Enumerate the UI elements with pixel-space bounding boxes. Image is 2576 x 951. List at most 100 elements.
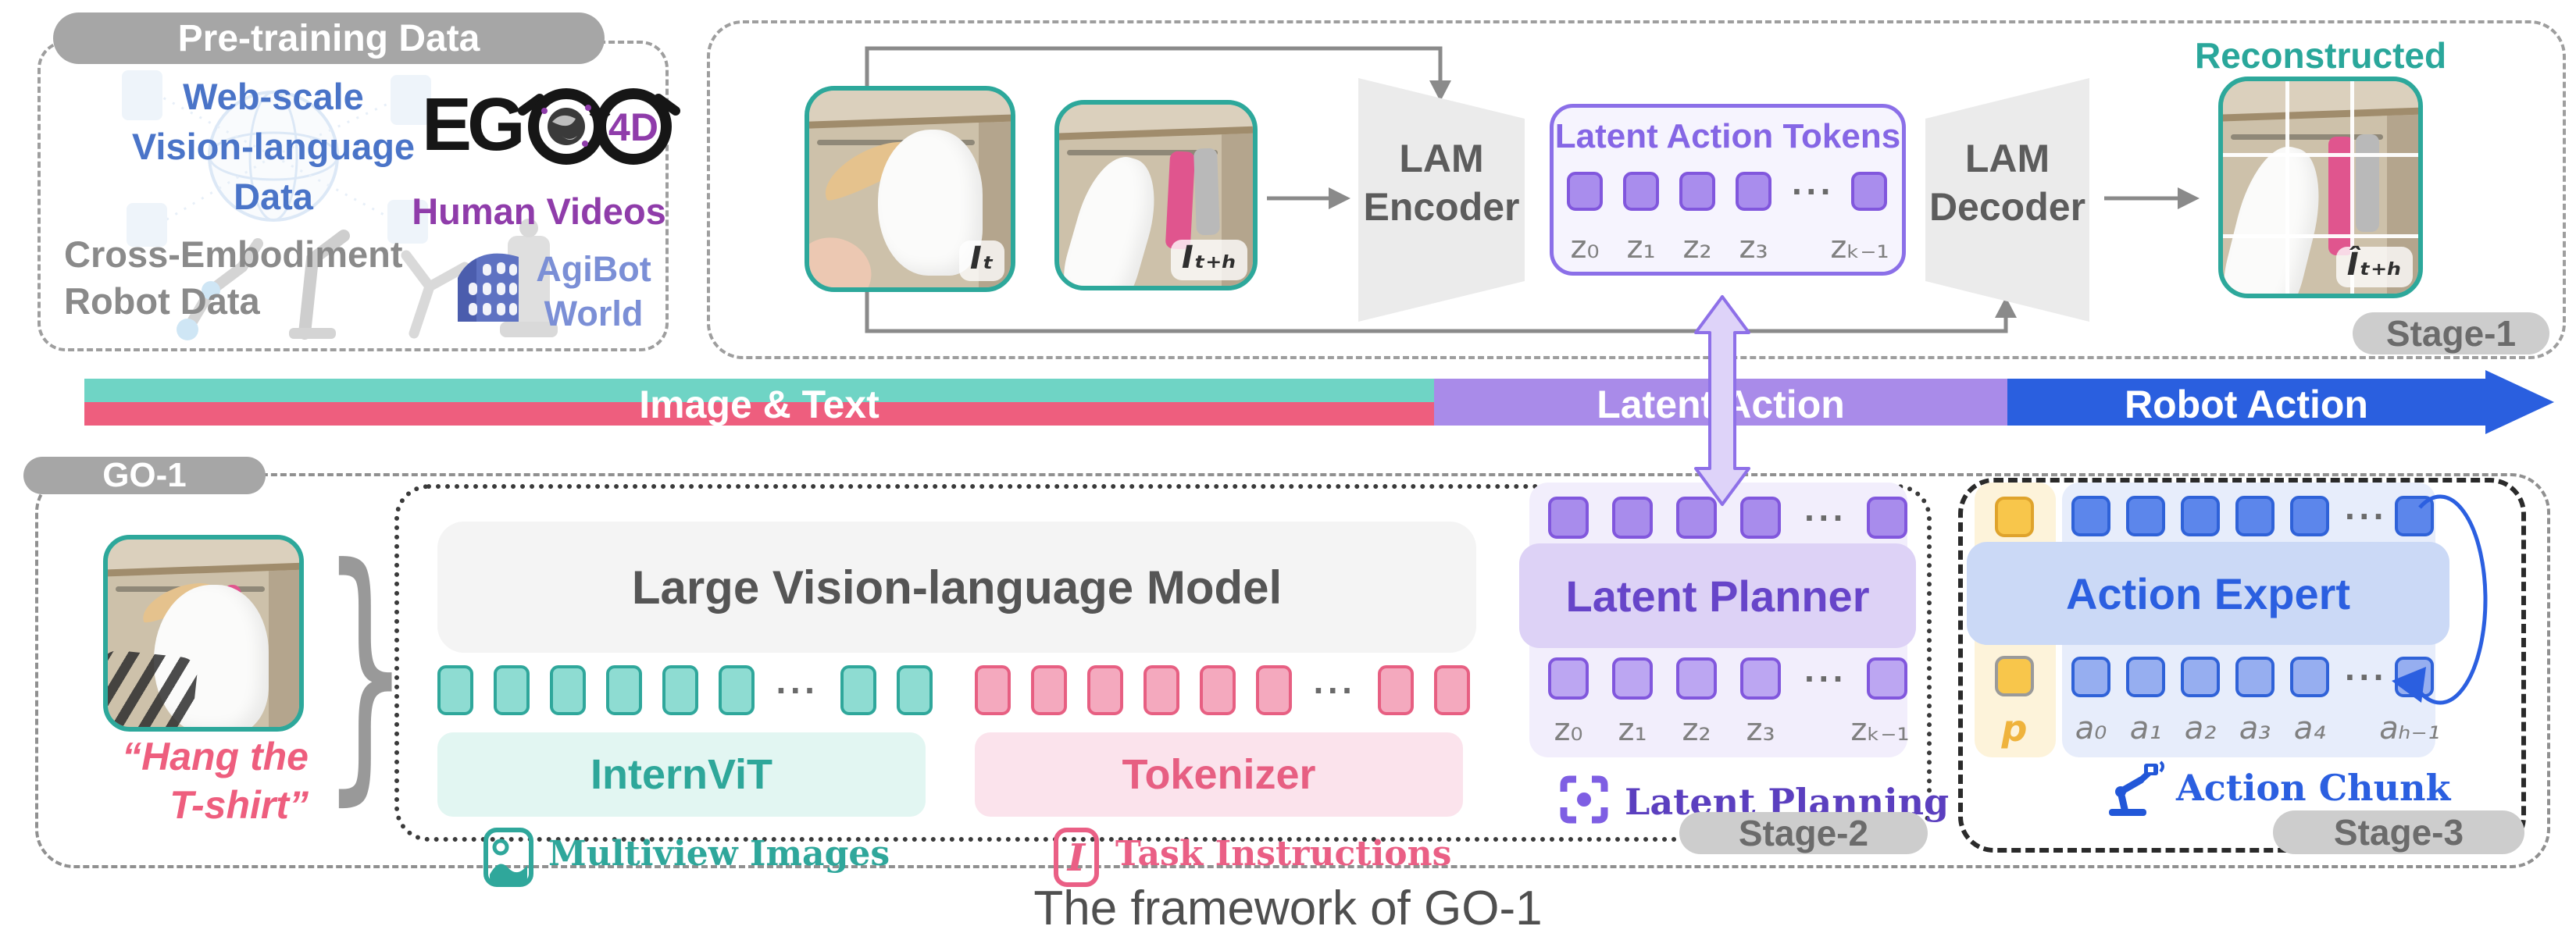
planner-bottom-token-row: ···	[1548, 657, 1907, 700]
latent-action-tokens-box	[1550, 104, 1906, 276]
bar-label-latent-action: Latent Action	[1597, 383, 1845, 426]
frame-label-chip: Îₜ₊ₕ	[2335, 246, 2413, 287]
latent-token	[1676, 657, 1717, 700]
planner-top-token-row: ···	[1548, 497, 1907, 539]
web-scale-label: Web-scale Vision-language Data	[86, 72, 461, 222]
white-sleeve	[2223, 137, 2334, 294]
ego4d-text: EG	[422, 83, 526, 166]
text-line: AgiBot	[536, 249, 651, 289]
text-token	[975, 665, 1011, 715]
latent-token	[1623, 172, 1659, 211]
bar-arrowhead	[2485, 370, 2554, 434]
stage3-pill: Stage-3	[2273, 810, 2524, 854]
ellipsis: ···	[2345, 496, 2388, 536]
action-token	[2235, 657, 2275, 697]
grid-line	[2349, 81, 2354, 294]
gray-garment	[1193, 148, 1220, 236]
image-token	[662, 665, 698, 715]
reconstructed-image: Îₜ₊ₕ	[2218, 77, 2423, 298]
latent-token	[1740, 657, 1781, 700]
action-chunk-label: Action Chunk	[2176, 767, 2451, 809]
text-token-row: ···	[975, 665, 1470, 715]
go1-box	[35, 473, 2550, 868]
bar-image-text-top	[84, 379, 1434, 402]
stage1-pill: Stage-1	[2353, 312, 2549, 354]
agibot-world-label: AgiBot World	[525, 247, 662, 336]
stage1-box	[707, 20, 2566, 359]
action-token	[2235, 496, 2275, 536]
latent-token	[1548, 657, 1589, 700]
figure-caption: The framework of GO-1	[1033, 882, 1543, 935]
hand	[809, 227, 880, 287]
pink-garment	[1165, 151, 1196, 251]
latent-token	[1548, 497, 1589, 539]
lam-decoder-label: LAM Decoder	[1925, 134, 2089, 231]
latent-token-row: ···	[1567, 170, 1887, 212]
ellipsis: ···	[1792, 171, 1835, 212]
image-token	[897, 665, 933, 715]
latent-token	[1867, 657, 1907, 700]
text-line: LAM	[1399, 137, 1484, 180]
z-label: zₖ₋₁	[1850, 712, 1910, 748]
image-token	[840, 665, 876, 715]
latent-token	[1740, 497, 1781, 539]
wardrobe-shelf	[108, 540, 299, 577]
action-token	[2181, 496, 2220, 536]
z-label: z₂	[1682, 712, 1711, 748]
frame-label-chip: Iₜ	[958, 240, 1005, 282]
lam-encoder-label: LAM Encoder	[1358, 134, 1525, 231]
stage2-pill: Stage-2	[1679, 812, 1928, 854]
robot-arm-icon	[2109, 760, 2164, 816]
text-token	[1378, 665, 1414, 715]
ellipsis: ···	[1313, 670, 1357, 711]
bar-image-text-bottom	[84, 402, 1434, 426]
z-label: z₀	[1554, 712, 1583, 748]
latent-token	[1612, 497, 1653, 539]
grid-line	[2223, 233, 2418, 238]
a-label: a₂	[2184, 711, 2217, 746]
image-token	[719, 665, 755, 715]
human-videos-label: Human Videos	[412, 191, 666, 232]
reconstructed-label: Reconstructed	[2195, 35, 2447, 76]
grouping-brace: }	[322, 510, 409, 828]
frame-image-t-plus-h: Iₜ₊ₕ	[1054, 100, 1258, 290]
action-token	[2290, 657, 2329, 697]
p-label: p	[2001, 707, 2028, 750]
globe-icon	[547, 108, 585, 145]
action-token	[2290, 496, 2329, 536]
text-line: T-shirt”	[169, 783, 309, 827]
z-label: zₖ₋₁	[1830, 230, 1889, 265]
glasses-icon: 4D	[517, 88, 680, 165]
internvit-box: InternViT	[437, 732, 926, 817]
action-token	[2395, 657, 2434, 697]
frame-label-chip: Iₜ₊ₕ	[1170, 240, 1247, 281]
vlm-box	[437, 522, 1476, 653]
latent-token	[1851, 172, 1887, 211]
text-token	[1144, 665, 1179, 715]
action-token	[2071, 657, 2110, 697]
z-label: z₁	[1618, 712, 1647, 748]
text-token	[1256, 665, 1292, 715]
pretraining-title: Pre-training Data	[53, 12, 605, 64]
text-line: LAM	[1964, 137, 2050, 180]
text-token	[1031, 665, 1067, 715]
frame-image-t: Iₜ	[805, 86, 1015, 292]
a-label: a₄	[2293, 711, 2326, 746]
text-line: World	[544, 294, 644, 333]
text-line: Web-scale	[183, 76, 364, 117]
action-expert-box: Action Expert	[1967, 542, 2449, 645]
bar-label-image-text: Image & Text	[639, 383, 879, 426]
z-label: z₃	[1739, 230, 1768, 265]
vlm-title: Large Vision-language Model	[631, 561, 1283, 614]
action-token	[2126, 496, 2165, 536]
ego4d-logo: EG 4D	[422, 78, 682, 172]
image-token	[494, 665, 530, 715]
latent-token	[1567, 172, 1603, 211]
text-line: Encoder	[1363, 185, 1520, 229]
latent-token	[1612, 657, 1653, 700]
image-token	[550, 665, 586, 715]
white-sleeve	[1059, 148, 1168, 286]
ellipsis: ···	[1804, 658, 1847, 699]
wardrobe-shelf	[809, 91, 1011, 130]
task-instructions-label: Task Instructions	[1115, 834, 1452, 874]
